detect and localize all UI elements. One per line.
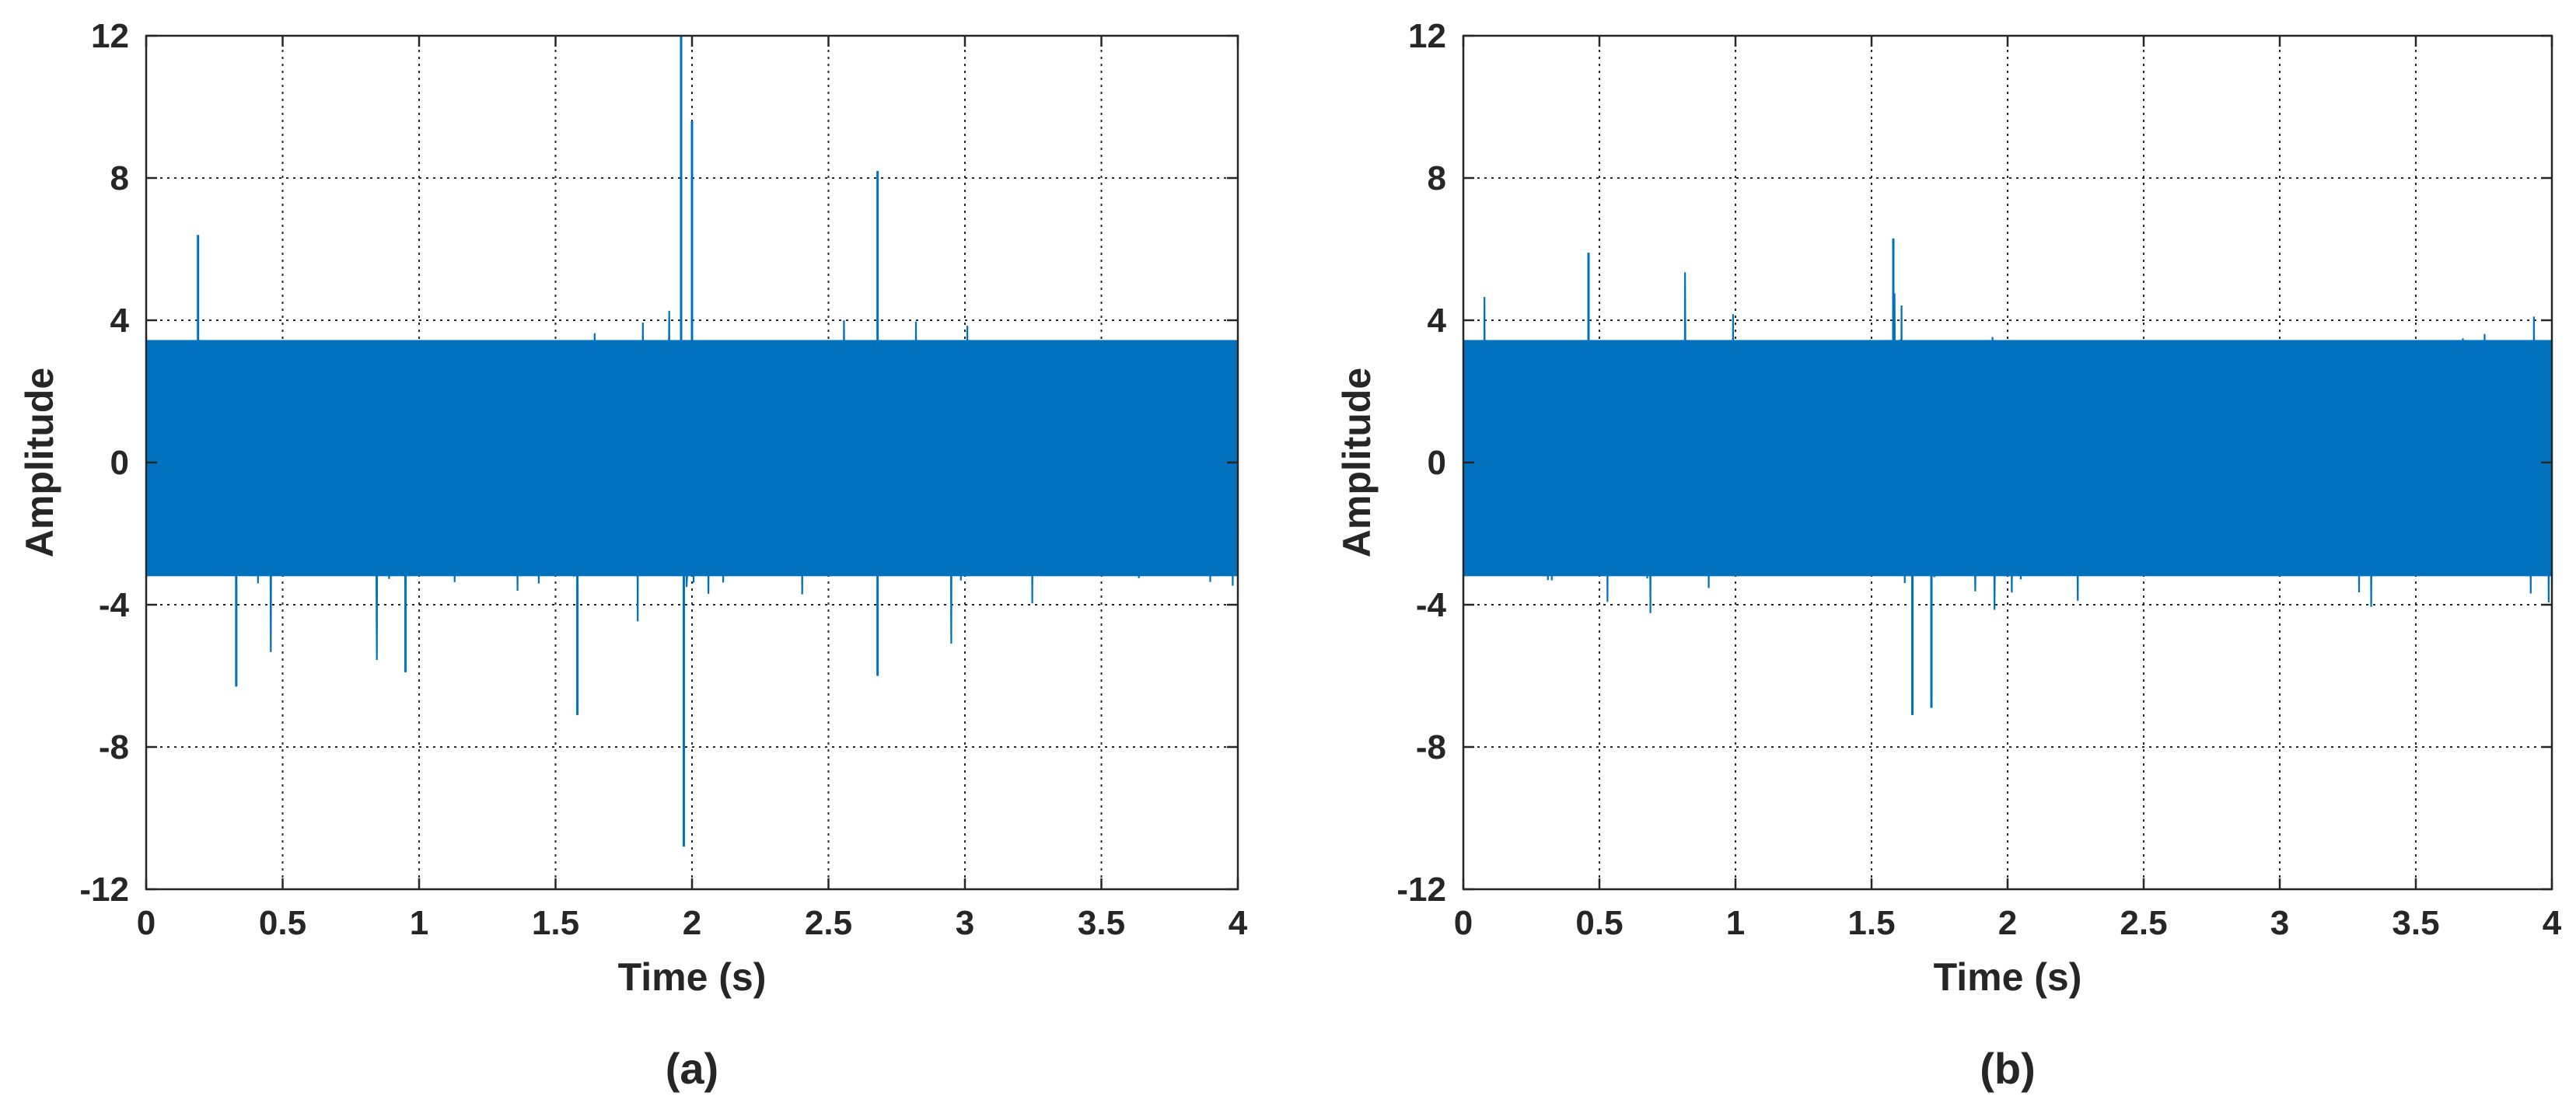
- y-tick-label: -8: [1416, 728, 1446, 766]
- y-tick-label: -4: [99, 586, 130, 624]
- x-tick-label: 3: [956, 904, 974, 942]
- y-tick-label: -8: [99, 728, 129, 766]
- x-tick-label: 3: [2270, 904, 2289, 942]
- x-tick-label: 1: [1726, 904, 1745, 942]
- x-tick-label: 0: [1454, 904, 1473, 942]
- x-tick-label: 2.5: [2120, 904, 2167, 942]
- panel-label: (b): [1980, 1044, 2036, 1093]
- y-tick-label: -12: [1396, 871, 1446, 909]
- y-tick-label: 0: [110, 444, 129, 482]
- chart-panel-b: 0 0.5 1 1.5 2 2.5 3 3.5 4 -12 -8 -4 0 4 8 12 Time (s) Amp…: [1335, 17, 2562, 1093]
- panel-label: (a): [666, 1044, 718, 1093]
- x-tick-label: 1: [410, 904, 428, 942]
- y-axis-label: Amplitude: [18, 368, 61, 557]
- y-tick-label: 8: [110, 159, 129, 197]
- x-tick-label: 0: [137, 904, 156, 942]
- x-tick-label: 2.5: [805, 904, 852, 942]
- y-tick-label: 0: [1428, 444, 1446, 482]
- x-tick-label: 3.5: [1078, 904, 1125, 942]
- y-axis-label: Amplitude: [1335, 368, 1379, 557]
- x-tick-label: 0.5: [1575, 904, 1623, 942]
- y-tick-label: 12: [91, 17, 129, 55]
- x-tick-label: 1.5: [1847, 904, 1895, 942]
- x-tick-label: 2: [683, 904, 701, 942]
- x-tick-label: 2: [1998, 904, 2017, 942]
- x-tick-label: 0.5: [259, 904, 306, 942]
- y-tick-label: 8: [1428, 159, 1446, 197]
- x-tick-label: 4: [2543, 904, 2562, 942]
- y-tick-label: -4: [1416, 586, 1447, 624]
- signal-core: [1463, 340, 2552, 577]
- x-axis-label: Time (s): [618, 955, 767, 999]
- x-axis-label: Time (s): [1934, 955, 2082, 999]
- y-tick-label: -12: [79, 871, 129, 909]
- x-tick-label: 4: [1229, 904, 1248, 942]
- y-tick-label: 4: [110, 302, 130, 340]
- y-tick-label: 4: [1428, 302, 1447, 340]
- y-tick-label: 12: [1408, 17, 1446, 55]
- chart-panel-a: 0 0.5 1 1.5 2 2.5 3 3.5 4 -12 -8 -4 0 4 8 12 Time (s) Amp…: [18, 17, 1248, 1093]
- x-tick-label: 3.5: [2392, 904, 2439, 942]
- x-tick-label: 1.5: [532, 904, 579, 942]
